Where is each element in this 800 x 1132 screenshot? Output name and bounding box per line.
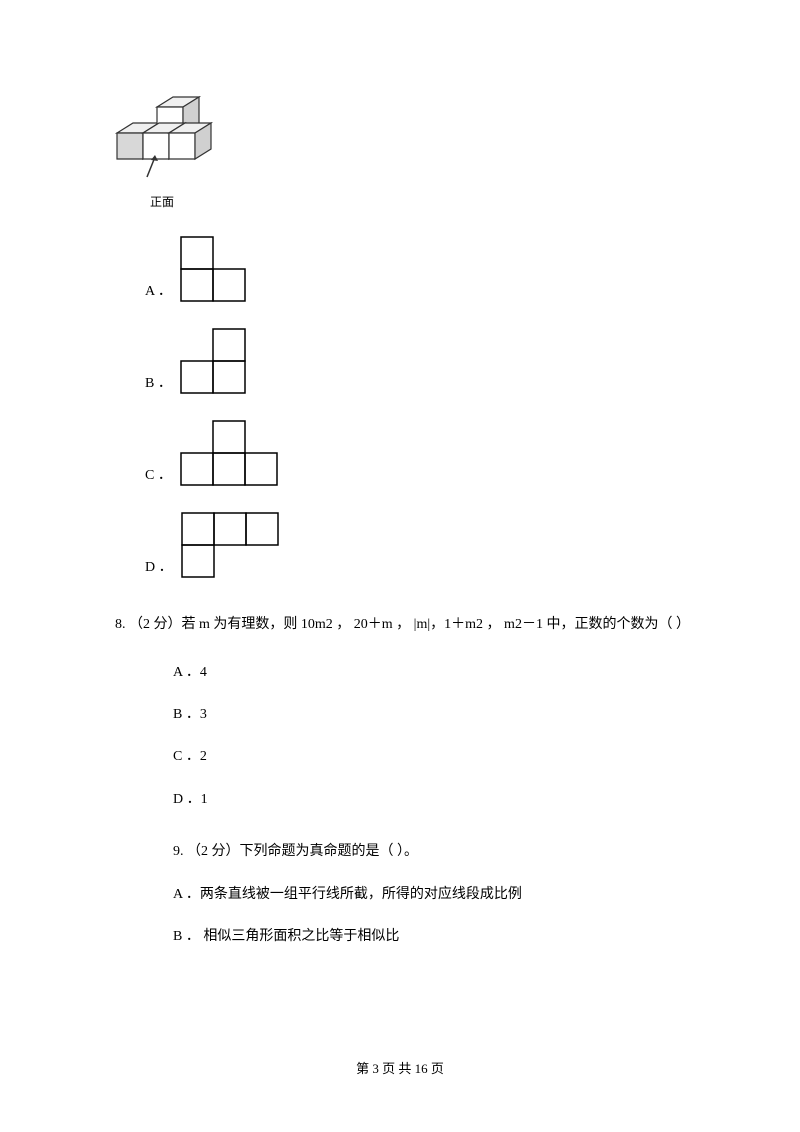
option-a-shape (180, 236, 246, 302)
option-b-shape (180, 328, 246, 394)
q9-option-a: A ．两条直线被一组平行线所截，所得的对应线段成比例 (145, 884, 690, 906)
option-a-label: A ． (145, 280, 172, 300)
option-d-row: D ． (145, 512, 690, 578)
page-footer: 第 3 页 共 16 页 (0, 1058, 800, 1077)
option-c-row: C ． (145, 420, 690, 486)
question-9-text: 9. （2 分）下列命题为真命题的是（ ）。 (145, 841, 690, 863)
option-d-label: D ． (145, 556, 173, 576)
option-c-shape (180, 420, 278, 486)
q8-option-b: B ．3 (145, 704, 690, 726)
cube-cluster-figure: 正面 (115, 95, 690, 210)
q8-option-d: D ．1 (145, 789, 690, 811)
option-a-row: A ． (145, 236, 690, 302)
q8-option-c: C ．2 (145, 746, 690, 768)
option-b-label: B ． (145, 372, 172, 392)
option-b-row: B ． (145, 328, 690, 394)
q9-option-b: B ． 相似三角形面积之比等于相似比 (145, 926, 690, 948)
question-8-text: 8. （2 分）若 m 为有理数，则 10m2 ， 20＋m ， |m|，1＋m… (110, 608, 690, 642)
q8-option-a: A ．4 (145, 662, 690, 684)
option-c-label: C ． (145, 464, 172, 484)
option-d-shape (181, 512, 279, 578)
cube-caption: 正面 (150, 193, 690, 210)
